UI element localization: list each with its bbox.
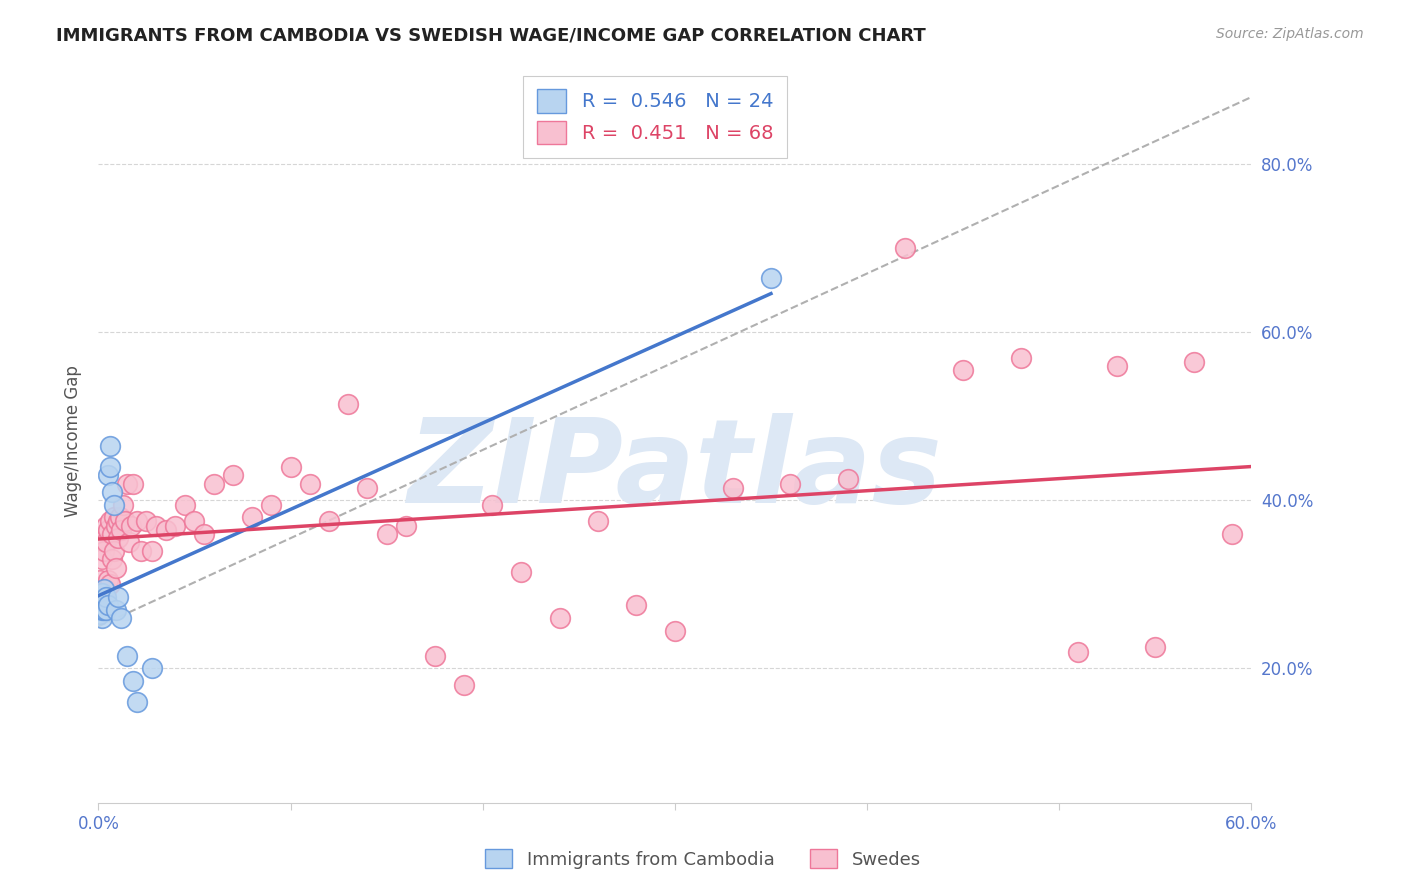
Point	[97, 523, 120, 537]
Point	[586, 514, 609, 528]
Point	[626, 599, 648, 613]
Point	[110, 523, 132, 537]
Point	[91, 602, 114, 616]
Point	[91, 531, 114, 545]
Point	[423, 648, 446, 663]
Point	[107, 531, 129, 545]
Point	[779, 476, 801, 491]
Point	[510, 565, 533, 579]
Point	[125, 695, 148, 709]
Point	[395, 518, 418, 533]
Point	[122, 476, 145, 491]
Point	[1067, 644, 1090, 658]
Point	[101, 552, 124, 566]
Point	[174, 498, 197, 512]
Point	[114, 514, 136, 528]
Point	[1010, 351, 1032, 365]
Point	[107, 590, 129, 604]
Point	[202, 476, 225, 491]
Point	[120, 518, 142, 533]
Legend: R =  0.546   N = 24, R =  0.451   N = 68: R = 0.546 N = 24, R = 0.451 N = 68	[523, 76, 786, 158]
Point	[125, 514, 148, 528]
Point	[1105, 359, 1128, 373]
Point	[129, 543, 152, 558]
Point	[118, 535, 141, 549]
Point	[89, 599, 111, 613]
Point	[837, 472, 859, 486]
Point	[1144, 640, 1167, 655]
Point	[93, 582, 115, 596]
Point	[280, 459, 302, 474]
Point	[91, 552, 114, 566]
Point	[97, 599, 120, 613]
Point	[91, 586, 114, 600]
Point	[94, 535, 117, 549]
Point	[759, 270, 782, 285]
Point	[93, 602, 115, 616]
Point	[103, 510, 125, 524]
Point	[103, 543, 125, 558]
Point	[193, 527, 215, 541]
Point	[260, 498, 283, 512]
Point	[98, 439, 121, 453]
Point	[103, 498, 125, 512]
Y-axis label: Wage/Income Gap: Wage/Income Gap	[63, 366, 82, 517]
Point	[141, 661, 163, 675]
Point	[101, 485, 124, 500]
Point	[108, 510, 131, 524]
Point	[107, 514, 129, 528]
Point	[97, 573, 120, 587]
Point	[141, 543, 163, 558]
Point	[337, 397, 360, 411]
Point	[117, 648, 139, 663]
Point	[453, 678, 475, 692]
Point	[1220, 527, 1243, 541]
Point	[298, 476, 321, 491]
Legend: Immigrants from Cambodia, Swedes: Immigrants from Cambodia, Swedes	[478, 842, 928, 876]
Point	[240, 510, 263, 524]
Point	[98, 577, 121, 591]
Point	[89, 607, 111, 621]
Point	[94, 518, 117, 533]
Point	[98, 459, 121, 474]
Point	[548, 611, 571, 625]
Point	[155, 523, 177, 537]
Point	[894, 241, 917, 255]
Point	[110, 611, 132, 625]
Point	[91, 611, 114, 625]
Point	[112, 498, 135, 512]
Point	[104, 560, 127, 574]
Point	[1182, 355, 1205, 369]
Point	[94, 590, 117, 604]
Point	[664, 624, 686, 638]
Point	[356, 481, 378, 495]
Point	[93, 543, 115, 558]
Point	[318, 514, 340, 528]
Point	[89, 573, 111, 587]
Point	[183, 514, 205, 528]
Point	[165, 518, 187, 533]
Text: ZIPatlas: ZIPatlas	[408, 413, 942, 528]
Point	[122, 673, 145, 688]
Point	[117, 476, 139, 491]
Point	[94, 582, 117, 596]
Point	[135, 514, 157, 528]
Point	[93, 594, 115, 608]
Point	[94, 602, 117, 616]
Point	[104, 518, 127, 533]
Point	[98, 514, 121, 528]
Point	[721, 481, 744, 495]
Text: IMMIGRANTS FROM CAMBODIA VS SWEDISH WAGE/INCOME GAP CORRELATION CHART: IMMIGRANTS FROM CAMBODIA VS SWEDISH WAGE…	[56, 27, 927, 45]
Point	[222, 468, 245, 483]
Point	[97, 468, 120, 483]
Point	[145, 518, 167, 533]
Point	[952, 363, 974, 377]
Point	[104, 602, 127, 616]
Point	[93, 590, 115, 604]
Point	[481, 498, 503, 512]
Point	[101, 527, 124, 541]
Text: Source: ZipAtlas.com: Source: ZipAtlas.com	[1216, 27, 1364, 41]
Point	[375, 527, 398, 541]
